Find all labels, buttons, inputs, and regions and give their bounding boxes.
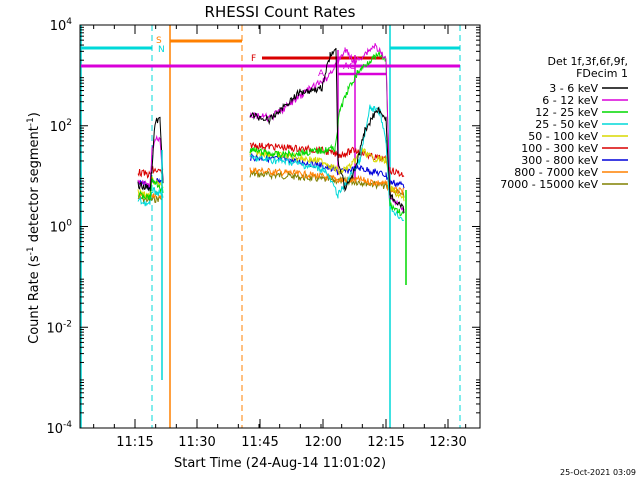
legend-entry-label: 100 - 300 keV	[521, 142, 598, 155]
legend-entry-label: 12 - 25 keV	[535, 106, 598, 119]
y-tick-label: 10-4	[46, 420, 72, 437]
x-tick-label: 11:15	[116, 435, 153, 450]
series-line	[249, 50, 405, 217]
x-axis-label: Start Time (24-Aug-14 11:01:02)	[174, 456, 386, 471]
x-tick-label: 12:15	[367, 435, 404, 450]
y-axis-label: Count Rate (s-1 detector segment-1)	[26, 112, 42, 344]
series-line	[137, 116, 164, 192]
legend-entry-label: 300 - 800 keV	[521, 154, 598, 167]
night-flag-label: N	[158, 45, 165, 55]
y-tick-label: 102	[50, 118, 72, 135]
series-line	[137, 177, 164, 201]
legend-entry-label: 6 - 12 keV	[542, 94, 598, 107]
plot-frame	[79, 24, 481, 429]
x-tick-label: 12:30	[429, 435, 466, 450]
legend-header: Det 1f,3f,6f,9f,	[547, 55, 628, 68]
timestamp: 25-Oct-2021 03:09	[560, 468, 636, 477]
series-line	[137, 134, 164, 188]
attenuator-flag-label: A	[318, 69, 325, 79]
chart-title: RHESSI Count Rates	[205, 3, 356, 21]
x-tick-label: 12:00	[304, 435, 341, 450]
series-line	[249, 169, 405, 198]
x-tick-label: 11:45	[241, 435, 278, 450]
y-tick-label: 10-2	[46, 319, 72, 336]
legend-entry-label: 7000 - 15000 keV	[500, 178, 598, 191]
legend-entry-label: 800 - 7000 keV	[514, 166, 598, 179]
series-layer	[137, 43, 407, 380]
y-tick-label: 104	[50, 17, 73, 34]
series-line	[249, 166, 405, 196]
flags-layer: SN F A AC	[80, 25, 461, 428]
series-line	[249, 43, 405, 214]
series-line	[249, 104, 405, 222]
legend-header: FDecim 1	[576, 67, 628, 80]
x-tick-label: 11:30	[178, 435, 215, 450]
y-tick-label: 100	[50, 219, 73, 236]
attenuator-flag-label: AC	[343, 62, 355, 72]
legend-entry-label: 25 - 50 keV	[535, 118, 598, 131]
saa-flag-label: S	[156, 36, 162, 46]
axes-layer: 10-4 10-2 100 102 104 11:15 11:30 11:45 12:00 12:…	[46, 17, 481, 450]
flare-flag-label: F	[251, 54, 256, 64]
series-line	[249, 47, 405, 214]
legend-entry-label: 50 - 100 keV	[528, 130, 598, 143]
legend-entry-label: 3 - 6 keV	[549, 82, 598, 95]
